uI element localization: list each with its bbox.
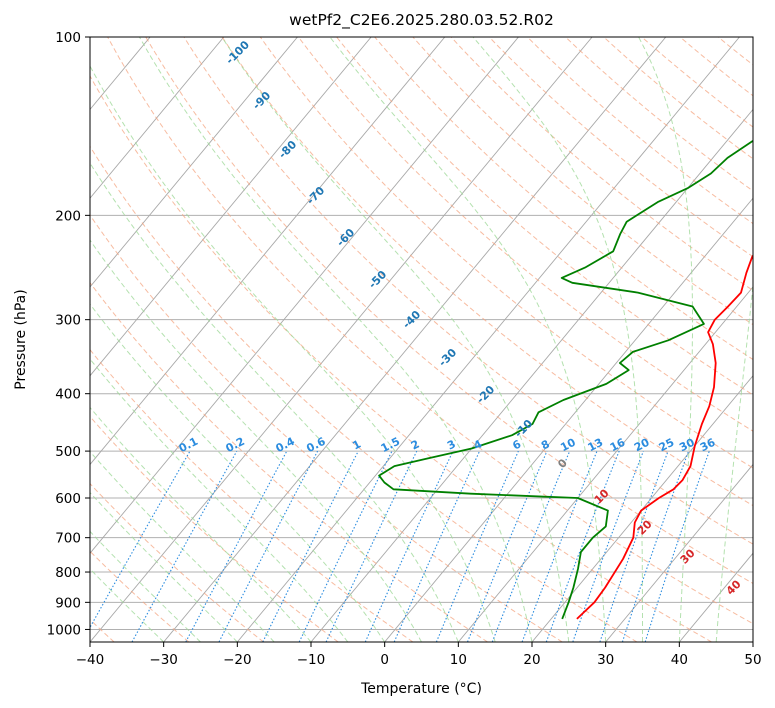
mixing-ratio-line: [545, 450, 620, 642]
plot-area: [90, 37, 753, 642]
mixing-ratio-line: [572, 450, 644, 642]
isotherm-line: [531, 375, 753, 642]
x-tick-label: 20: [523, 652, 540, 668]
x-tick-label: −10: [297, 652, 326, 668]
mixing-ratio-line: [621, 450, 690, 642]
mixing-ratio-line: [131, 450, 238, 642]
isotherm-line: [605, 463, 753, 642]
mixing-ratio-line: [435, 450, 519, 642]
sounding-curves: [378, 139, 753, 620]
mixing-ratio-line: [262, 450, 359, 642]
pressure-gridlines: [90, 37, 753, 630]
x-tick-label: 0: [380, 652, 389, 668]
dry-adiabat-line: [183, 37, 753, 545]
mixing-ratio-line: [466, 450, 548, 642]
y-tick-label: 1000: [47, 622, 81, 638]
moist-adiabat-line: [715, 280, 753, 642]
mixing-ratio-line: [185, 450, 288, 642]
dry-adiabat-line: [221, 37, 753, 507]
x-tick-label: 50: [744, 652, 761, 668]
moist-adiabat-line: [472, 37, 643, 642]
y-tick-label: 800: [55, 565, 81, 581]
x-tick-label: −20: [223, 652, 252, 668]
y-axis-ticks: 1000 900 800 700 600 500 400 300 200 100: [47, 30, 90, 638]
dry-adiabat-line: [527, 37, 753, 225]
moist-adiabat-line: [638, 37, 693, 642]
x-tick-label: −30: [149, 652, 178, 668]
isotherm-line: [90, 37, 298, 288]
isotherm-line: [236, 37, 740, 642]
mixing-ratio-line: [298, 450, 393, 642]
moist-adiabat-line: [90, 303, 386, 642]
mixing-ratio-line: [599, 450, 669, 642]
dry-adiabat-line: [90, 482, 264, 642]
dry-adiabat-line: [90, 214, 563, 642]
mixing-ratio-line: [521, 450, 598, 642]
isotherm-line: [163, 37, 667, 642]
isotherm-line: [310, 108, 753, 642]
moist-adiabat-line: [329, 37, 607, 642]
dry-adiabat-line: [90, 415, 339, 642]
mixing-ratio-label: 10: [558, 436, 578, 455]
x-tick-label: 30: [597, 652, 614, 668]
isotherm-line: [90, 37, 446, 466]
chart-title: wetPf2_C2E6.2025.280.03.52.R02: [289, 11, 554, 30]
moist-adiabat-line: [138, 37, 533, 642]
temperature-profile: [576, 254, 753, 620]
x-axis-label: Temperature (°C): [360, 681, 482, 697]
mixing-ratio-label: 20: [632, 436, 652, 455]
dry-adiabat-line: [259, 37, 753, 469]
dry-adiabat-line: [488, 37, 753, 258]
moist-adiabat-line: [90, 162, 459, 642]
dry-adiabat-line: [90, 74, 712, 642]
mixing-ratio-label: 25: [657, 436, 677, 455]
y-tick-label: 100: [55, 30, 81, 46]
mixing-ratio-line: [491, 450, 571, 642]
dry-adiabat-line: [603, 37, 753, 160]
mixing-ratio-lines: [90, 450, 710, 642]
isotherm-line: [384, 197, 753, 642]
y-tick-label: 600: [55, 491, 81, 507]
y-axis-label: Pressure (hPa): [13, 289, 29, 389]
isotherm-line: [90, 37, 593, 642]
y-tick-label: 500: [55, 444, 81, 460]
mixing-ratio-label: 30: [677, 436, 697, 455]
dry-adiabat-line: [450, 37, 753, 292]
x-tick-label: 40: [671, 652, 688, 668]
plot-frame: [89, 36, 754, 643]
mixing-ratio-line: [325, 450, 418, 642]
dry-adiabat-line: [90, 145, 638, 642]
isotherm-line: [90, 37, 519, 554]
mixing-ratio-label: 16: [608, 436, 628, 455]
y-tick-label: 900: [55, 595, 81, 611]
x-tick-label: 10: [450, 652, 467, 668]
dry-adiabat-line: [298, 37, 753, 432]
dry-adiabat-line: [145, 37, 753, 584]
y-tick-label: 300: [55, 313, 81, 329]
y-tick-label: 200: [55, 208, 81, 224]
dry-adiabat-line: [107, 37, 753, 625]
mixing-ratio-label: 13: [586, 436, 606, 455]
dry-adiabat-line: [90, 281, 488, 642]
mixing-ratio-label: 36: [698, 436, 718, 455]
y-tick-label: 400: [55, 387, 81, 403]
x-tick-label: −40: [76, 652, 105, 668]
isotherm-line: [90, 37, 372, 377]
mixing-ratio-line: [90, 450, 191, 629]
moist-adiabats: [90, 37, 753, 642]
dry-adiabat-line: [374, 37, 753, 361]
skewed-isotherms: [90, 37, 753, 642]
y-tick-label: 700: [55, 531, 81, 547]
moist-adiabat-line: [90, 65, 496, 642]
moist-adiabat-line: [90, 406, 312, 642]
dewpoint-profile: [378, 139, 753, 620]
moist-adiabat-line: [221, 37, 570, 642]
x-axis-ticks: −40 −30 −20 −10 0 10 20 30 40 50: [76, 642, 762, 668]
isotherm-line: [90, 37, 225, 199]
moist-adiabat-line: [90, 239, 422, 642]
mixing-ratio-line: [218, 450, 319, 642]
isotherm-line: [457, 286, 753, 642]
